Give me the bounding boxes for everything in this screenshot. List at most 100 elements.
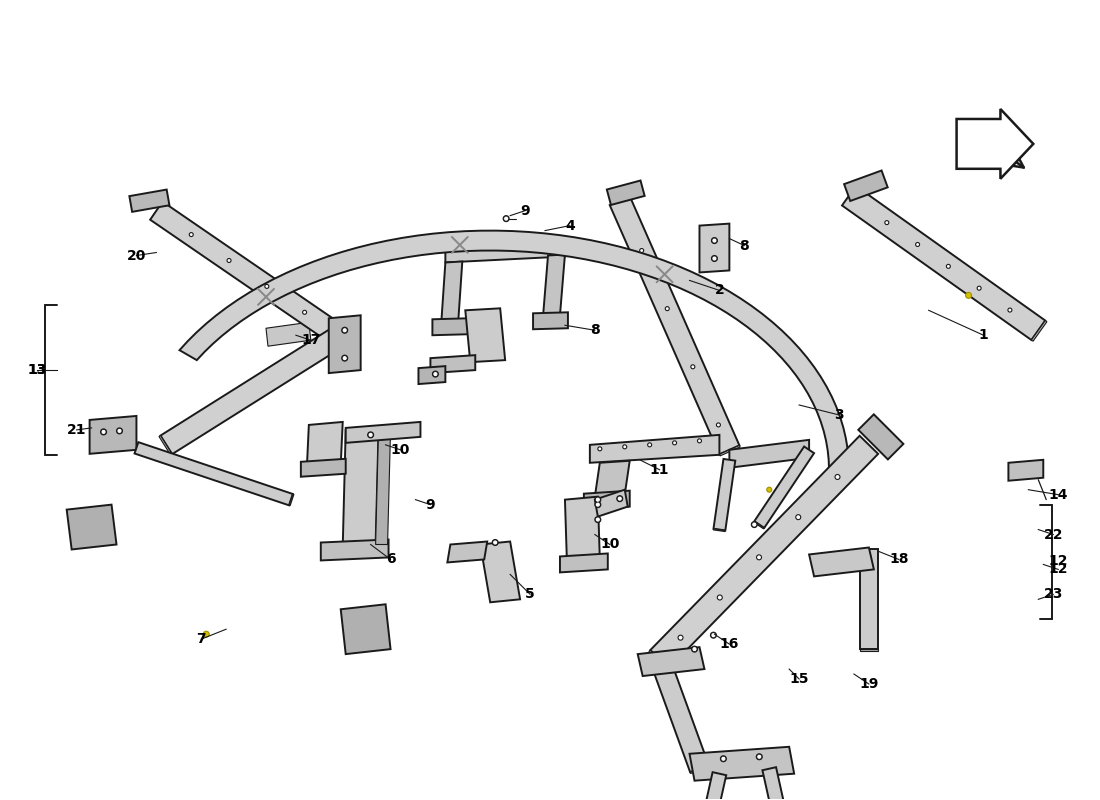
Polygon shape [565,497,600,562]
Circle shape [595,517,601,522]
Circle shape [915,242,920,246]
Text: 19: 19 [859,677,879,691]
Polygon shape [755,446,814,528]
Polygon shape [266,322,311,346]
Circle shape [692,646,697,652]
Text: 13: 13 [28,363,46,377]
Polygon shape [649,650,669,670]
Circle shape [835,474,840,479]
Text: 8: 8 [590,323,600,338]
Text: 22: 22 [1044,527,1063,542]
Circle shape [433,373,437,375]
Text: 10: 10 [601,538,619,551]
Polygon shape [321,539,388,561]
Circle shape [966,292,971,298]
Circle shape [712,634,715,637]
Polygon shape [810,547,873,576]
Polygon shape [713,529,725,531]
Circle shape [712,238,717,243]
Polygon shape [179,230,849,470]
Circle shape [227,258,231,262]
Circle shape [617,496,623,502]
Circle shape [648,443,651,447]
Circle shape [117,428,122,434]
Circle shape [712,255,717,262]
Circle shape [666,306,669,310]
Text: 12: 12 [1048,554,1068,569]
Polygon shape [719,446,740,456]
Polygon shape [446,238,565,262]
Circle shape [623,445,627,449]
Circle shape [713,257,716,260]
Text: 14: 14 [1048,488,1068,502]
Polygon shape [289,494,294,506]
Polygon shape [130,190,169,212]
Polygon shape [67,505,117,550]
Polygon shape [844,170,888,201]
Text: 23: 23 [1044,587,1063,602]
Polygon shape [160,435,173,455]
Polygon shape [729,440,810,468]
Polygon shape [858,414,903,459]
Text: 3: 3 [834,408,844,422]
Text: 21: 21 [67,423,87,437]
Polygon shape [418,366,446,384]
Polygon shape [762,767,786,800]
Circle shape [758,755,761,758]
Circle shape [713,239,716,242]
Polygon shape [703,772,726,800]
Polygon shape [329,315,361,373]
Circle shape [595,497,601,502]
Polygon shape [301,458,345,477]
Text: 18: 18 [889,553,909,566]
Polygon shape [534,312,568,330]
Polygon shape [481,542,520,602]
Circle shape [697,439,702,443]
Circle shape [884,221,889,225]
Circle shape [343,329,346,332]
Circle shape [751,522,757,527]
Polygon shape [134,442,293,506]
Circle shape [672,441,676,445]
Circle shape [204,631,209,637]
Polygon shape [430,355,475,373]
Polygon shape [324,322,339,340]
Circle shape [367,432,374,438]
Polygon shape [957,109,1033,178]
Polygon shape [714,459,735,530]
Polygon shape [607,181,645,205]
Polygon shape [590,435,719,462]
Polygon shape [307,422,343,468]
Text: 9: 9 [520,204,530,218]
Polygon shape [690,746,794,781]
Polygon shape [595,490,628,517]
Text: 11: 11 [650,462,670,477]
Text: 5: 5 [525,587,535,602]
Circle shape [752,523,756,526]
Circle shape [720,756,726,762]
Circle shape [618,497,621,500]
Polygon shape [161,326,346,454]
Circle shape [189,233,194,237]
Text: 17: 17 [301,334,320,347]
Polygon shape [151,202,337,339]
Text: 4: 4 [565,218,575,233]
Polygon shape [860,649,878,650]
Polygon shape [860,550,878,649]
Circle shape [596,503,600,506]
Circle shape [946,264,950,268]
Circle shape [711,632,716,638]
Text: 8: 8 [739,238,749,253]
Polygon shape [638,647,704,676]
Text: 1: 1 [979,328,989,342]
Text: 20: 20 [126,249,146,262]
Text: 16: 16 [719,637,739,651]
Polygon shape [560,554,608,572]
Polygon shape [650,656,708,772]
Circle shape [716,423,720,427]
Text: 7: 7 [197,632,206,646]
Circle shape [977,286,981,290]
Circle shape [100,429,107,435]
Circle shape [265,285,268,288]
Polygon shape [341,604,390,654]
